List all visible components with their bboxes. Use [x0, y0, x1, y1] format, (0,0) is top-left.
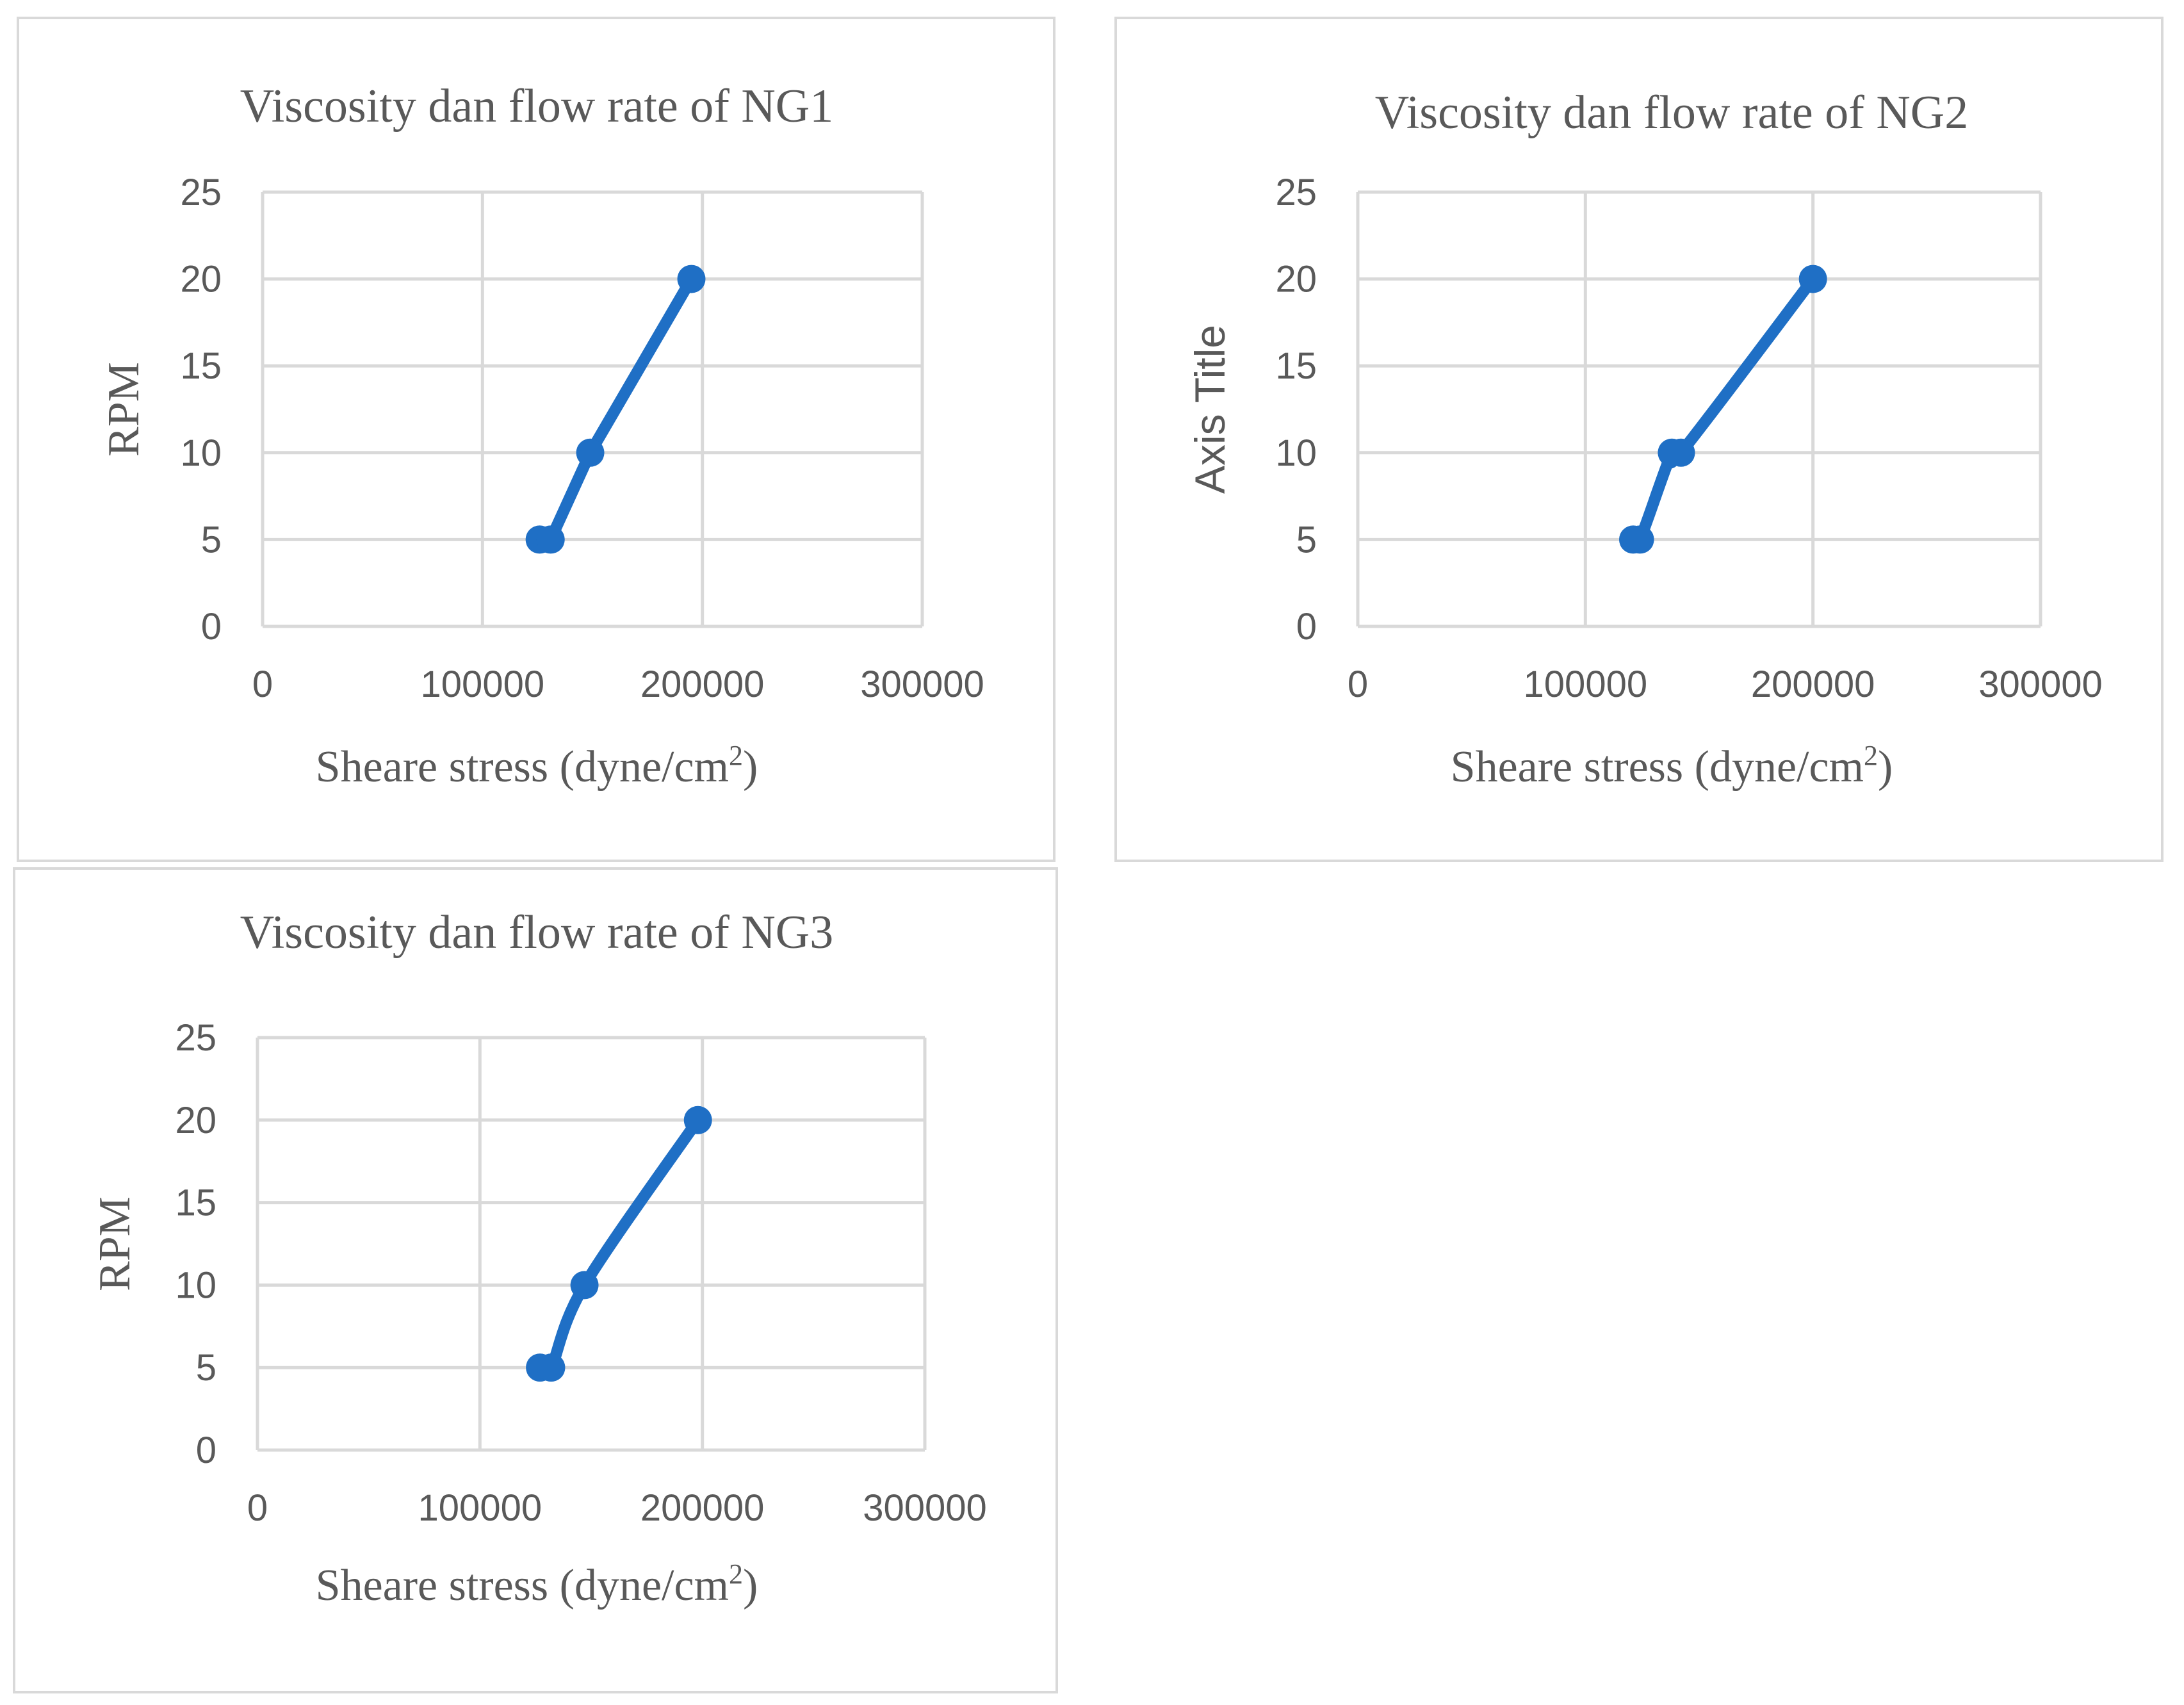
chart-ng2: Viscosity dan flow rate of NG2 0 5 10 15 20 25… [1186, 86, 2103, 792]
y-tick-label: 5 [196, 1347, 216, 1389]
gridlines [261, 190, 924, 628]
y-tick-label: 20 [1275, 259, 1317, 300]
chart-ng3: Viscosity dan flow rate of NG3 0 5 10 15 20 25… [90, 906, 987, 1610]
series-line [534, 1114, 704, 1380]
chart-panel-ng1: Viscosity dan flow rate of NG1 0 5 10 15 20 25… [17, 17, 1055, 862]
x-tick-label: 0 [1348, 664, 1368, 705]
y-tick-label: 20 [175, 1100, 216, 1141]
y-tick-label: 25 [1275, 172, 1317, 213]
x-axis-label: Sheare stress (dyne/cm2) [316, 1558, 758, 1610]
x-axis-label: Sheare stress (dyne/cm2) [1451, 740, 1893, 792]
y-tick-label: 20 [180, 259, 222, 300]
y-tick-label: 25 [180, 172, 222, 213]
chart-ng1: Viscosity dan flow rate of NG1 0 5 10 15 20 25… [99, 80, 984, 792]
y-axis-label: Axis Title [1186, 325, 1234, 494]
x-tick-label: 200000 [1751, 664, 1875, 705]
y-tick-label: 25 [175, 1017, 216, 1059]
chart-title: Viscosity dan flow rate of NG3 [240, 906, 834, 959]
y-tick-label: 10 [1275, 432, 1317, 474]
y-tick-label: 0 [201, 606, 222, 648]
data-point [1626, 525, 1654, 554]
x-tick-label: 100000 [1524, 664, 1648, 705]
x-tick-label: 300000 [863, 1487, 987, 1529]
chart-title: Viscosity dan flow rate of NG1 [240, 80, 834, 133]
x-tick-label: 200000 [640, 1487, 765, 1529]
x-tick-label: 300000 [860, 664, 984, 705]
x-tick-label: 300000 [1978, 664, 2103, 705]
y-tick-label: 15 [175, 1182, 216, 1224]
x-axis-label: Sheare stress (dyne/cm2) [316, 740, 758, 792]
y-tick-label: 10 [175, 1264, 216, 1306]
x-tick-label: 0 [252, 664, 273, 705]
x-tick-label: 200000 [640, 664, 765, 705]
chart-title: Viscosity dan flow rate of NG2 [1375, 86, 1969, 139]
y-tick-label: 10 [180, 432, 222, 474]
gridlines [1356, 190, 2042, 628]
y-tick-label: 0 [196, 1430, 216, 1471]
data-point [537, 1353, 566, 1382]
y-axis-label: RPM [90, 1196, 140, 1291]
y-tick-label: 0 [1296, 606, 1317, 648]
chart-panel-ng2: Viscosity dan flow rate of NG2 0 5 10 15 20 25… [1114, 17, 2164, 862]
chart-panel-ng3: Viscosity dan flow rate of NG3 0 5 10 15 20 25… [13, 867, 1058, 1693]
y-tick-label: 15 [1275, 345, 1317, 387]
data-point [677, 265, 706, 293]
x-tick-label: 0 [247, 1487, 268, 1529]
series-line [534, 273, 697, 546]
y-tick-label: 5 [201, 519, 222, 560]
x-tick-label: 100000 [418, 1487, 542, 1529]
y-tick-label: 5 [1296, 519, 1317, 560]
data-point [683, 1105, 712, 1134]
data-point [1667, 438, 1695, 467]
y-axis-label: RPM [99, 362, 149, 457]
y-tick-label: 15 [180, 345, 222, 387]
data-point [1798, 265, 1827, 293]
gridlines [256, 1036, 927, 1452]
data-point [536, 525, 565, 554]
data-point [570, 1271, 599, 1300]
series-line [1627, 273, 1819, 552]
x-tick-label: 100000 [421, 664, 545, 705]
data-point [576, 438, 605, 467]
